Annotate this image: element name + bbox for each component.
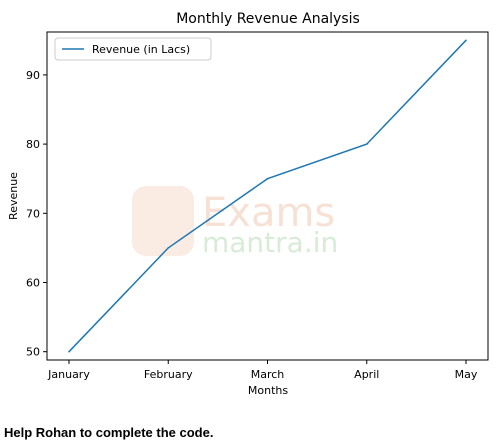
data-point bbox=[465, 39, 467, 42]
y-tick-label: 50 bbox=[26, 346, 40, 359]
series-group bbox=[68, 39, 467, 353]
data-point bbox=[68, 350, 70, 353]
x-tick-label: February bbox=[144, 368, 193, 381]
watermark-line2: mantra.in bbox=[202, 226, 338, 259]
legend-label: Revenue (in Lacs) bbox=[92, 43, 190, 56]
y-axis-label: Revenue bbox=[7, 172, 20, 220]
y-tick-label: 90 bbox=[26, 69, 40, 82]
data-point bbox=[266, 177, 269, 180]
y-tick-label: 60 bbox=[26, 276, 40, 289]
data-point bbox=[167, 247, 170, 249]
x-tick-label: March bbox=[251, 368, 285, 381]
watermark: Exams mantra.in bbox=[132, 186, 338, 259]
y-tick-label: 70 bbox=[26, 207, 40, 220]
legend-box bbox=[54, 37, 212, 61]
y-tick-label: 80 bbox=[26, 138, 40, 151]
x-tick-label: May bbox=[455, 368, 478, 381]
y-ticks: 50 60 70 80 90 bbox=[26, 69, 47, 359]
watermark-line1: Exams bbox=[202, 190, 335, 236]
x-ticks: January February March April May bbox=[47, 360, 478, 381]
chart: Exams mantra.in Monthly Revenue Analysis… bbox=[7, 11, 489, 397]
data-point bbox=[365, 143, 368, 145]
caption-text: Help Rohan to complete the code. bbox=[4, 425, 214, 440]
x-axis-label: Months bbox=[248, 384, 288, 397]
x-tick-label: April bbox=[354, 368, 379, 381]
chart-title: Monthly Revenue Analysis bbox=[176, 11, 360, 27]
watermark-logo-icon bbox=[132, 186, 194, 256]
legend: Revenue (in Lacs) bbox=[54, 37, 212, 61]
x-tick-label: January bbox=[47, 368, 90, 381]
